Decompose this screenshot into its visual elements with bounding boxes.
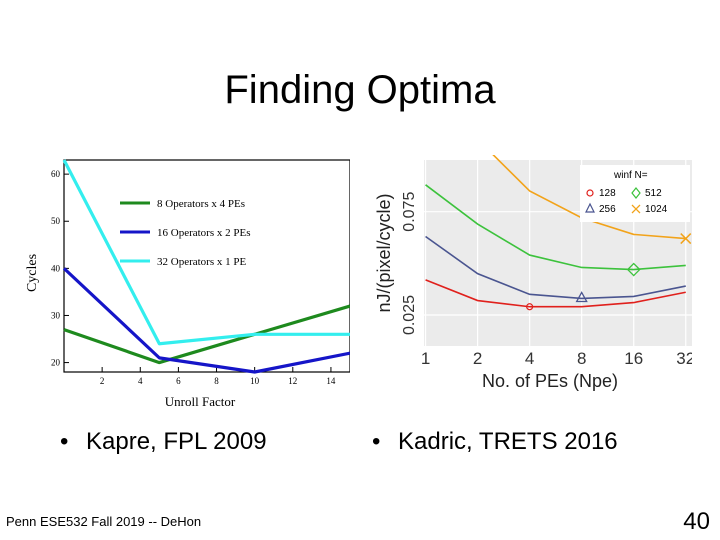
- left-y-tick-label: 50: [51, 216, 61, 226]
- left-y-tick-label: 40: [51, 263, 61, 273]
- bullet-right-text: Kadric, TRETS 2016: [398, 428, 618, 455]
- left-series-line-3: [62, 159, 350, 346]
- right-series-line-128: [425, 279, 686, 308]
- right-series-line-512: [425, 184, 686, 271]
- legend-marker-triangle: [585, 202, 595, 213]
- left-series-line-1: [63, 304, 350, 365]
- left-x-tick-label: 12: [288, 376, 297, 386]
- legend-marker-x: [631, 204, 641, 214]
- left-y-tick-label: 30: [51, 310, 61, 320]
- left-legend-label: 8 Operators x 4 PEs: [157, 198, 245, 210]
- right-x-tick-label: 2: [473, 349, 482, 368]
- page-number: 40: [683, 508, 710, 535]
- bullet-left: • Kapre, FPL 2009: [60, 428, 267, 456]
- right-x-tick-label: 16: [624, 349, 643, 368]
- left-legend-label: 16 Operators x 2 PEs: [157, 227, 251, 239]
- right-x-axis-label: No. of PEs (Npe): [482, 371, 618, 391]
- left-y-tick-label: 60: [51, 169, 61, 179]
- bullet-left-text: Kapre, FPL 2009: [86, 428, 267, 455]
- left-x-tick-label: 4: [138, 376, 143, 386]
- bullet-dot: •: [372, 428, 381, 455]
- left-series-line-2: [62, 267, 350, 374]
- left-y-tick-label: 20: [51, 358, 61, 368]
- optimum-marker-x: [680, 233, 692, 245]
- left-x-tick-label: 10: [250, 376, 260, 386]
- legend-label: 256: [599, 204, 616, 215]
- right-x-tick-label: 4: [525, 349, 534, 368]
- legend-label: 1024: [645, 204, 668, 215]
- right-x-tick-label: 8: [577, 349, 586, 368]
- optimum-marker-triangle: [575, 291, 588, 303]
- legend-marker-diamond: [631, 187, 641, 199]
- legend-label: 128: [599, 188, 616, 199]
- left-plot-frame: [63, 159, 350, 373]
- right-series-line-256: [425, 235, 686, 300]
- legend-marker-circle: [586, 189, 594, 197]
- right-y-axis-label: nJ/(pixel/cycle): [374, 193, 394, 312]
- legend-label: 512: [645, 188, 662, 199]
- right-x-tick-label: 1: [421, 349, 430, 368]
- right-y-tick-label: 0.025: [401, 295, 418, 335]
- left-legend-label: 32 Operators x 1 PE: [157, 256, 246, 268]
- left-chart: 20 30 40 50 60 2 4 6 8 10 12 14 8 Operators x 4 PE…: [25, 159, 350, 409]
- optimum-marker-diamond: [626, 262, 641, 277]
- optimum-marker-circle: [526, 303, 534, 311]
- left-x-tick-label: 6: [176, 376, 181, 386]
- left-y-axis-label: Cycles: [25, 254, 40, 292]
- slide-title: Finding Optima: [224, 68, 496, 112]
- left-x-tick-label: 14: [326, 376, 336, 386]
- footer-text: Penn ESE532 Fall 2019 -- DeHon: [6, 514, 202, 529]
- left-x-tick-label: 2: [100, 376, 105, 386]
- right-y-tick-label: 0.075: [401, 192, 418, 232]
- left-x-tick-label: 8: [214, 376, 219, 386]
- right-x-tick-label: 32: [676, 349, 692, 368]
- left-x-axis-label: Unroll Factor: [165, 394, 236, 409]
- bullet-right: • Kadric, TRETS 2016: [372, 428, 618, 456]
- right-series-line-1024: [492, 155, 686, 240]
- bullet-dot: •: [60, 428, 69, 455]
- right-chart: 1 2 4 8 16 32 0.025 0.075 winf N= 128 256 512 1024…: [374, 155, 692, 391]
- legend-title: winf N=: [613, 170, 648, 181]
- legend-box: [580, 165, 690, 222]
